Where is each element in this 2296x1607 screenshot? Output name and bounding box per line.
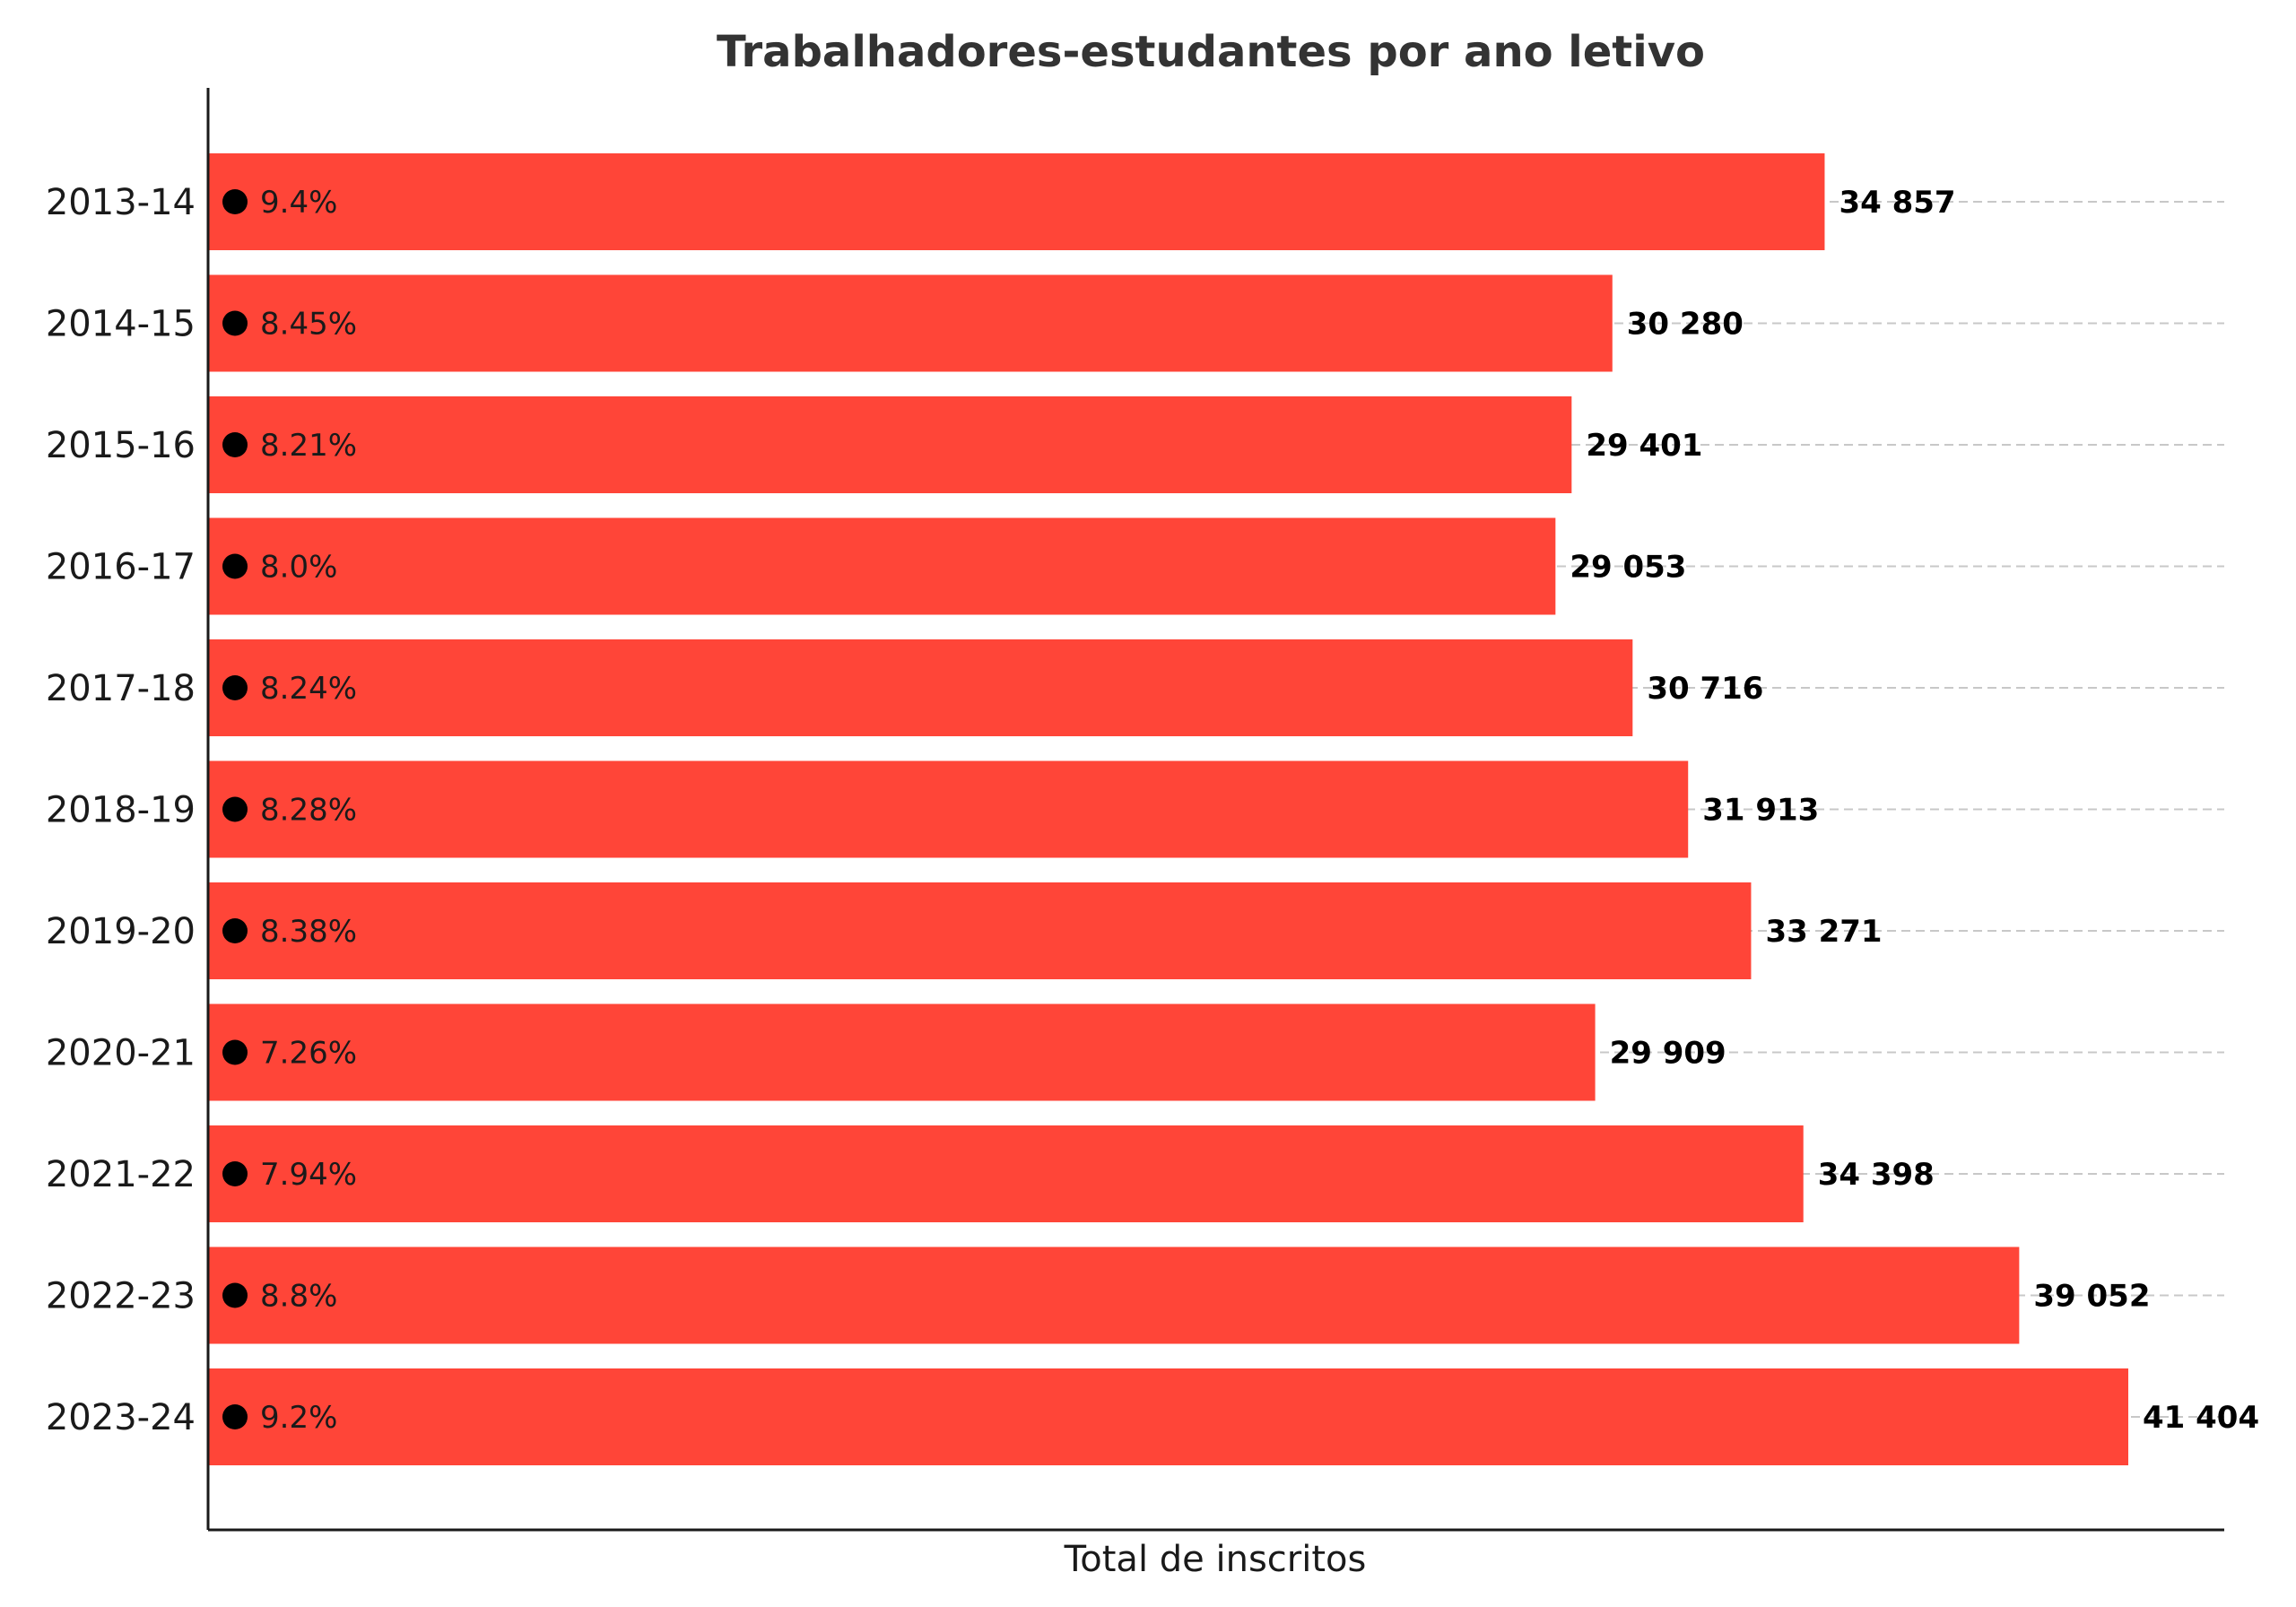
bar-2018-19	[208, 760, 1689, 858]
value-label: 39 052	[2033, 1279, 2150, 1315]
percent-marker	[222, 1039, 248, 1065]
bar-2017-18	[208, 639, 1633, 736]
percent-marker	[222, 432, 248, 457]
percent-label: 7.26%	[260, 1036, 357, 1072]
bar-2016-17	[208, 517, 1556, 615]
percent-marker	[222, 310, 248, 336]
x-axis-label: Total de inscritos	[1064, 1539, 1367, 1580]
label-layer: 2013-14 9.4% 34 857 2014-15 8.45% 30 280 2015-…	[46, 182, 2259, 1438]
category-label: 2022-23	[46, 1276, 196, 1317]
value-label: 34 398	[1818, 1157, 1935, 1193]
percent-marker	[222, 1404, 248, 1429]
percent-marker	[222, 553, 248, 579]
category-label: 2014-15	[46, 304, 196, 345]
bar-2020-21	[208, 1003, 1596, 1101]
value-label: 31 913	[1702, 793, 1819, 829]
bar-2013-14	[208, 153, 1825, 250]
value-label: 29 909	[1610, 1036, 1726, 1072]
percent-marker	[222, 675, 248, 700]
value-label: 30 716	[1647, 671, 1763, 707]
percent-label: 8.38%	[260, 914, 357, 950]
value-label: 30 280	[1627, 307, 1744, 343]
percent-label: 7.94%	[260, 1157, 357, 1193]
value-label: 41 404	[2143, 1400, 2259, 1436]
bar-2014-15	[208, 274, 1613, 372]
percent-marker	[222, 189, 248, 214]
value-label: 34 857	[1839, 185, 1955, 221]
percent-label: 8.8%	[260, 1279, 337, 1315]
value-label: 29 053	[1570, 550, 1686, 586]
bar-2015-16	[208, 396, 1572, 493]
percent-label: 9.2%	[260, 1400, 337, 1436]
category-label: 2019-20	[46, 911, 196, 952]
percent-label: 8.28%	[260, 793, 357, 829]
category-label: 2020-21	[46, 1033, 196, 1074]
value-label: 29 401	[1586, 428, 1702, 464]
percent-label: 9.4%	[260, 185, 337, 221]
percent-marker	[222, 918, 248, 943]
category-label: 2023-24	[46, 1397, 196, 1438]
bar-layer	[208, 153, 2128, 1465]
bar-2019-20	[208, 882, 1752, 979]
percent-marker	[222, 796, 248, 822]
chart-title: Trabalhadores-estudantes por ano letivo	[717, 27, 1705, 77]
percent-label: 8.45%	[260, 307, 357, 343]
value-label: 33 271	[1765, 914, 1882, 950]
category-label: 2021-22	[46, 1154, 196, 1195]
category-label: 2016-17	[46, 547, 196, 588]
category-label: 2015-16	[46, 425, 196, 466]
percent-marker	[222, 1161, 248, 1186]
percent-marker	[222, 1282, 248, 1308]
category-label: 2013-14	[46, 182, 196, 223]
category-label: 2018-19	[46, 790, 196, 831]
bar-2022-23	[208, 1247, 2020, 1344]
bar-2023-24	[208, 1368, 2128, 1465]
bar-2021-22	[208, 1125, 1804, 1222]
percent-label: 8.0%	[260, 550, 337, 586]
percent-label: 8.21%	[260, 428, 357, 464]
percent-label: 8.24%	[260, 671, 357, 707]
category-label: 2017-18	[46, 668, 196, 709]
